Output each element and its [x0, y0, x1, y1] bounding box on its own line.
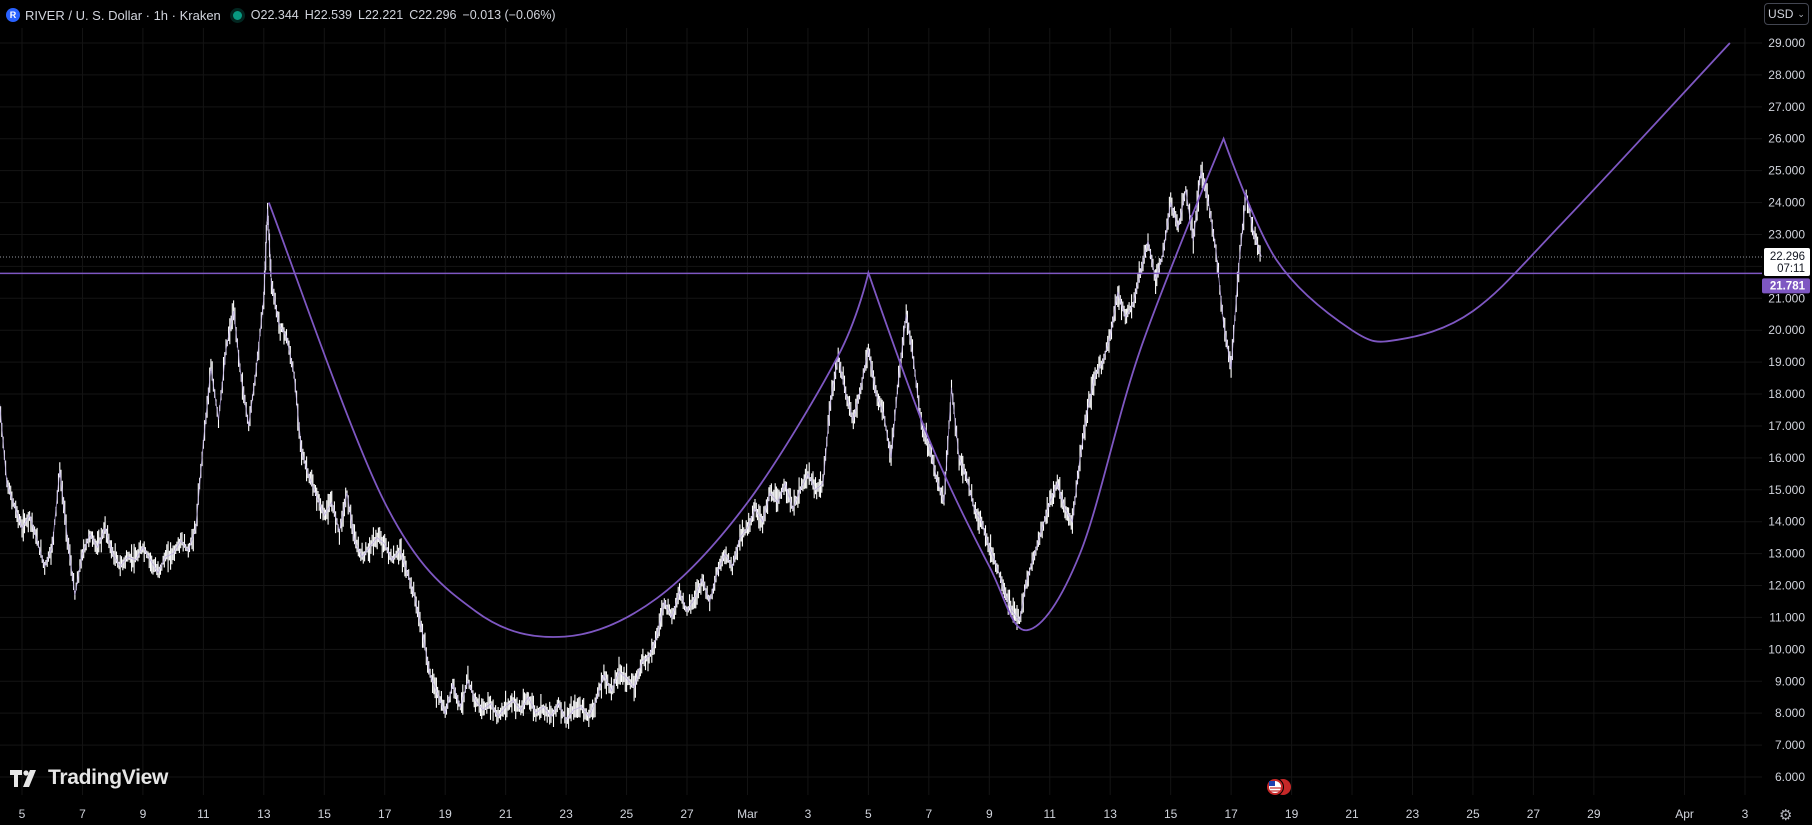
- time-axis-tick-label: 13: [257, 807, 271, 821]
- price-axis-tick-label: 13.000: [1768, 547, 1805, 561]
- time-axis[interactable]: 5 7 9 11 13 15 17 19 21 23 25 27 Mar 3 5 7 9 11 13 15 17 19 21…: [19, 778, 1749, 822]
- time-axis-tick-label: 27: [680, 807, 694, 821]
- price-axis-tick-label: 27.000: [1768, 100, 1805, 114]
- symbol-header[interactable]: R RIVER / U. S. Dollar · 1h · Kraken O22…: [6, 5, 556, 25]
- time-axis-tick-label: 7: [925, 807, 932, 821]
- price-axis-tick-label: 29.000: [1768, 36, 1805, 50]
- time-axis-tick-label: 11: [1044, 807, 1057, 821]
- last-price-label: 22.296: [1770, 251, 1805, 263]
- high-value: H22.539: [304, 8, 353, 22]
- price-axis-tick-label: 16.000: [1768, 451, 1805, 465]
- chevron-down-icon: ⌄: [1797, 8, 1805, 19]
- price-axis-tick-label: 21.000: [1768, 291, 1805, 305]
- time-axis-tick-label: 3: [805, 807, 812, 821]
- market-status-icon: [232, 10, 242, 20]
- river-coin-icon: R: [6, 8, 20, 22]
- time-axis-tick-label: 21: [1345, 807, 1359, 821]
- price-axis-tick-label: 14.000: [1768, 515, 1805, 529]
- chart-grid: [0, 28, 1762, 795]
- price-axis-tick-label: 12.000: [1768, 579, 1805, 593]
- price-axis-tick-label: 24.000: [1768, 196, 1805, 210]
- time-axis-tick-label: 13: [1104, 807, 1118, 821]
- price-axis-tick-label: 18.000: [1768, 387, 1805, 401]
- price-axis-tick-label: 9.000: [1775, 674, 1805, 688]
- currency-value: USD: [1768, 7, 1794, 21]
- price-axis-tick-label: 6.000: [1775, 770, 1805, 784]
- price-axis[interactable]: 29.000 28.000 27.000 26.000 25.000 24.000 23.0…: [1768, 36, 1805, 784]
- price-axis-tick-label: 10.000: [1768, 642, 1805, 656]
- price-series: [0, 161, 1262, 729]
- price-axis-tick-label: 23.000: [1768, 227, 1805, 241]
- time-axis-tick-label: 17: [378, 807, 392, 821]
- drawing-layer[interactable]: [0, 42, 1762, 638]
- price-axis-tick-label: 26.000: [1768, 132, 1805, 146]
- time-axis-tick-label: Apr: [1675, 807, 1694, 821]
- time-axis-tick-label: 11: [197, 807, 210, 821]
- price-axis-tick-label: 20.000: [1768, 323, 1805, 337]
- price-axis-tick-label: 7.000: [1775, 738, 1805, 752]
- price-line: [0, 170, 1262, 721]
- time-axis-tick-label: 29: [1587, 807, 1601, 821]
- time-axis-tick-label: 27: [1527, 807, 1541, 821]
- time-axis-tick-label: 23: [1406, 807, 1420, 821]
- time-axis-tick-label: 25: [1466, 807, 1480, 821]
- time-axis-tick-label: 7: [79, 807, 86, 821]
- last-price-tag: [1764, 247, 1810, 276]
- bar-countdown-label: 07:11: [1777, 263, 1805, 275]
- currency-select[interactable]: USD ⌄: [1764, 3, 1809, 25]
- symbol-title[interactable]: RIVER / U. S. Dollar · 1h · Kraken: [25, 7, 221, 23]
- price-candles: [0, 161, 1261, 729]
- cup-pattern-drawing: [268, 42, 1731, 638]
- time-axis-tick-label: Mar: [737, 807, 758, 821]
- time-axis-tick-label: 15: [1164, 807, 1178, 821]
- time-axis-tick-label: 3: [1742, 807, 1749, 821]
- price-change: −0.013 (−0.06%): [462, 8, 556, 22]
- time-axis-tick-label: 19: [1285, 807, 1299, 821]
- tradingview-logo-icon: [10, 769, 36, 787]
- price-axis-tick-label: 8.000: [1775, 706, 1805, 720]
- tradingview-logo[interactable]: TradingView: [10, 766, 168, 790]
- logo-text: TradingView: [48, 766, 169, 789]
- time-axis-tick-label: 25: [620, 807, 634, 821]
- price-axis-tick-label: 19.000: [1768, 355, 1805, 369]
- price-axis-tick-label: 11.000: [1769, 610, 1805, 624]
- open-value: O22.344: [250, 8, 299, 22]
- price-axis-tick-label: 28.000: [1768, 68, 1805, 82]
- line-price-label: 21.781: [1770, 280, 1806, 292]
- time-axis-tick-label: 23: [559, 807, 573, 821]
- close-value: C22.296: [409, 8, 457, 22]
- time-axis-tick-label: 5: [19, 807, 26, 821]
- gear-icon[interactable]: ⚙: [1779, 807, 1793, 824]
- time-axis-tick-label: 19: [439, 807, 453, 821]
- time-axis-tick-label: 15: [318, 807, 332, 821]
- time-axis-tick-label: 5: [865, 807, 872, 821]
- time-axis-tick-label: 17: [1224, 807, 1238, 821]
- us-flag-economic-event-icon[interactable]: [1266, 778, 1292, 796]
- time-axis-tick-label: 9: [140, 807, 147, 821]
- price-axis-tick-label: 15.000: [1768, 483, 1805, 497]
- time-axis-tick-label: 21: [499, 807, 513, 821]
- time-axis-tick-label: 9: [986, 807, 993, 821]
- line-price-tag: [1762, 278, 1810, 294]
- price-axis-tick-label: 25.000: [1768, 164, 1805, 178]
- price-axis-tick-label: 17.000: [1768, 419, 1805, 433]
- low-value: L22.221: [358, 8, 404, 22]
